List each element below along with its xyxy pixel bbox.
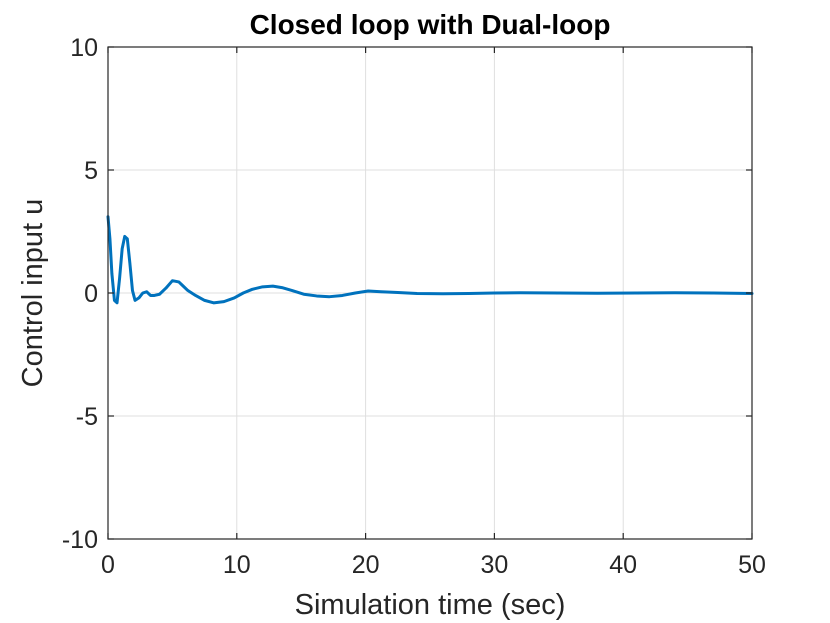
y-tick-label: 5 [84, 157, 98, 185]
x-axis-label: Simulation time (sec) [295, 589, 566, 621]
x-tick-label: 20 [352, 551, 380, 579]
x-tick-label: 10 [223, 551, 251, 579]
x-tick-label: 0 [101, 551, 115, 579]
y-axis-label: Control input u [17, 199, 49, 388]
y-tick-label: -5 [76, 403, 98, 431]
x-tick-label: 30 [480, 551, 508, 579]
ticks: 0 10 20 30 40 50 -10 -5 0 5 10 [62, 34, 766, 579]
chart-title: Closed loop with Dual-loop [250, 9, 611, 40]
y-tick-label: 10 [70, 34, 98, 62]
y-tick-label: -10 [62, 526, 98, 554]
y-tick-label: 0 [84, 280, 98, 308]
series-line-0 [106, 215, 754, 305]
x-tick-label: 50 [738, 551, 766, 579]
series-group [106, 215, 754, 305]
x-tick-label: 40 [609, 551, 637, 579]
